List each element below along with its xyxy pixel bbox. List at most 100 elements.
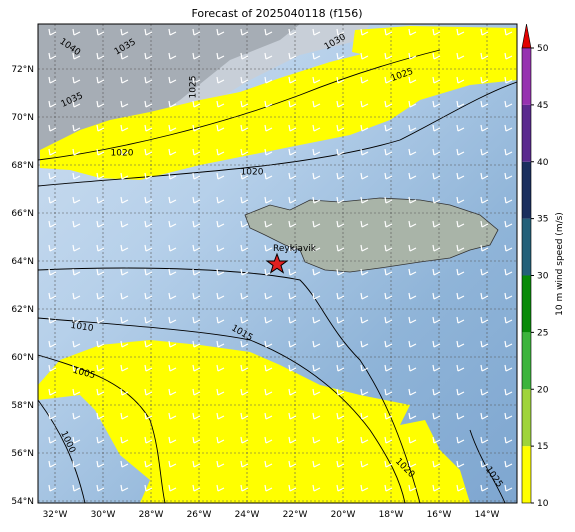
wind-barb [384, 316, 393, 324]
wind-barb [312, 484, 321, 492]
wind-barb [168, 316, 177, 324]
wind-barb [432, 52, 441, 60]
lon-label: 24°W [235, 510, 260, 520]
lon-label: 20°W [331, 510, 356, 520]
wind-barb [168, 244, 177, 252]
colorbar-label: 10 m wind speed (m/s) [555, 212, 565, 316]
wind-barb [48, 196, 57, 204]
wind-barb [120, 364, 129, 372]
wind-barb [288, 76, 297, 84]
wind-barb [96, 436, 105, 444]
wind-barb [48, 436, 57, 444]
colorbar-tick-label: 50 [537, 44, 549, 54]
wind-barb [312, 268, 321, 276]
wind-barb [360, 52, 369, 60]
wind-barb [432, 124, 441, 132]
wind-barb [216, 172, 225, 180]
wind-barb [144, 76, 153, 84]
wind-barb [240, 460, 249, 468]
wind-barb [72, 364, 81, 372]
wind-barb [360, 292, 369, 300]
lon-label: 28°W [139, 510, 164, 520]
wind-barb [192, 220, 201, 228]
wind-barb [312, 340, 321, 348]
wind-barb [480, 268, 489, 276]
wind-barb [480, 436, 489, 444]
wind-barb [504, 124, 513, 132]
wind-barb [264, 484, 273, 492]
wind-barb [336, 196, 345, 204]
wind-barb [120, 412, 129, 420]
wind-barb [72, 460, 81, 468]
wind-barb [360, 364, 369, 372]
wind-barb [240, 364, 249, 372]
wind-barb [312, 292, 321, 300]
wind-barb [192, 484, 201, 492]
wind-barb [144, 220, 153, 228]
wind-barb [312, 364, 321, 372]
wind-barb [336, 124, 345, 132]
wind-barb [144, 268, 153, 276]
wind-barb [48, 172, 57, 180]
wind-barb [480, 340, 489, 348]
wind-barb [432, 148, 441, 156]
wind-barb [288, 124, 297, 132]
wind-barb [432, 220, 441, 228]
wind-barb [336, 388, 345, 396]
wind-barb [72, 316, 81, 324]
wind-barb [120, 268, 129, 276]
wind-barb [384, 484, 393, 492]
wind-barb [360, 460, 369, 468]
colorbar-segment [522, 275, 531, 333]
wind-barb [456, 340, 465, 348]
wind-barb [480, 52, 489, 60]
wind-barb [312, 148, 321, 156]
wind-area [38, 340, 470, 503]
wind-barb [192, 172, 201, 180]
wind-barb [456, 124, 465, 132]
wind-barb [384, 196, 393, 204]
wind-barb [120, 196, 129, 204]
wind-barb [216, 316, 225, 324]
wind-barb [240, 292, 249, 300]
wind-barb [456, 484, 465, 492]
wind-barb [480, 100, 489, 108]
wind-barb [144, 340, 153, 348]
wind-barb [96, 316, 105, 324]
wind-barb [72, 28, 81, 36]
wind-barb [216, 388, 225, 396]
wind-barb [48, 268, 57, 276]
wind-barb [192, 364, 201, 372]
wind-barb [456, 388, 465, 396]
wind-barb [144, 52, 153, 60]
wind-barb [96, 196, 105, 204]
wind-barb [360, 412, 369, 420]
wind-barb [408, 148, 417, 156]
wind-barb [168, 484, 177, 492]
wind-barb [456, 316, 465, 324]
wind-barb [360, 220, 369, 228]
lat-label: 56°N [11, 449, 34, 459]
wind-barb [216, 124, 225, 132]
wind-barb [264, 412, 273, 420]
wind-barb [312, 172, 321, 180]
wind-barb [240, 412, 249, 420]
wind-barb [72, 412, 81, 420]
wind-barb [216, 364, 225, 372]
wind-barb [456, 220, 465, 228]
wind-barb [72, 292, 81, 300]
wind-barb [240, 76, 249, 84]
wind-barb [432, 268, 441, 276]
wind-barb [216, 292, 225, 300]
wind-barb [408, 124, 417, 132]
colorbar-segment [522, 104, 531, 162]
wind-barb [240, 100, 249, 108]
wind-area [395, 65, 440, 95]
wind-barb [408, 172, 417, 180]
wind-barb [288, 100, 297, 108]
wind-barb [96, 100, 105, 108]
wind-barb [432, 460, 441, 468]
wind-barb [168, 172, 177, 180]
wind-barb [288, 292, 297, 300]
